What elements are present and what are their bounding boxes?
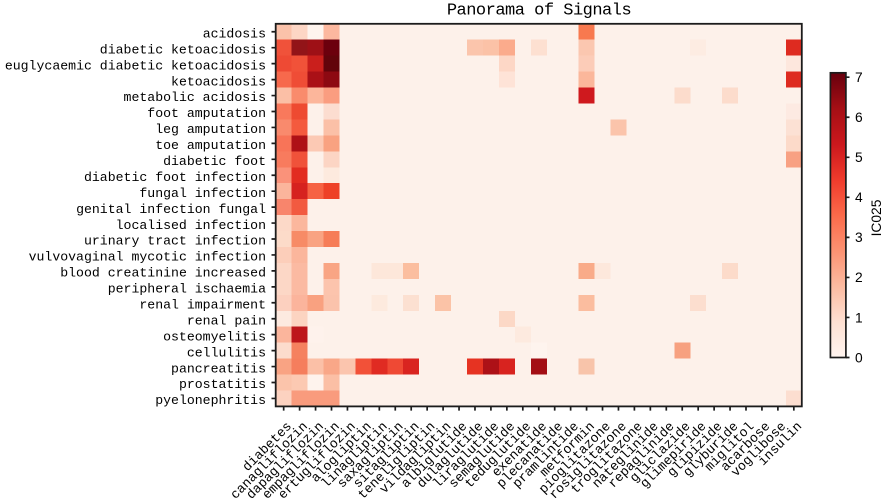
svg-text:acidosis: acidosis <box>203 26 266 41</box>
svg-text:renal pain: renal pain <box>187 313 266 328</box>
svg-text:localised infection: localised infection <box>116 218 266 233</box>
svg-text:blood creatinine increased: blood creatinine increased <box>60 266 266 281</box>
svg-text:5: 5 <box>855 150 863 165</box>
svg-text:diabetic foot: diabetic foot <box>163 154 266 169</box>
svg-text:vulvovaginal mycotic infection: vulvovaginal mycotic infection <box>29 250 266 265</box>
svg-text:renal impairment: renal impairment <box>139 297 266 312</box>
svg-text:4: 4 <box>855 190 863 205</box>
svg-text:6: 6 <box>855 110 863 125</box>
svg-text:1: 1 <box>855 310 863 325</box>
svg-text:foot amputation: foot amputation <box>147 106 266 121</box>
svg-text:fungal infection: fungal infection <box>139 186 266 201</box>
svg-text:genital infection fungal: genital infection fungal <box>76 202 266 217</box>
svg-text:ketoacidosis: ketoacidosis <box>171 74 266 89</box>
svg-text:3: 3 <box>855 230 863 245</box>
svg-text:Panorama of Signals: Panorama of Signals <box>447 2 631 21</box>
svg-text:IC025: IC025 <box>869 199 884 236</box>
svg-text:toe amputation: toe amputation <box>155 138 266 153</box>
svg-text:euglycaemic diabetic ketoacido: euglycaemic diabetic ketoacidosis <box>5 58 266 73</box>
svg-text:7: 7 <box>855 70 863 85</box>
svg-text:prostatitis: prostatitis <box>179 377 266 392</box>
svg-text:diabetic foot infection: diabetic foot infection <box>84 170 266 185</box>
svg-text:osteomyelitis: osteomyelitis <box>163 329 266 344</box>
svg-text:diabetic ketoacidosis: diabetic ketoacidosis <box>100 42 266 57</box>
svg-text:pyelonephritis: pyelonephritis <box>155 393 266 408</box>
svg-text:cellulitis: cellulitis <box>187 345 266 360</box>
svg-text:peripheral ischaemia: peripheral ischaemia <box>108 282 266 297</box>
svg-text:leg amputation: leg amputation <box>155 122 266 137</box>
svg-text:urinary tract infection: urinary tract infection <box>84 234 266 249</box>
svg-text:2: 2 <box>855 270 863 285</box>
svg-text:pancreatitis: pancreatitis <box>171 361 266 376</box>
svg-text:metabolic acidosis: metabolic acidosis <box>124 90 266 105</box>
svg-text:0: 0 <box>855 350 863 365</box>
